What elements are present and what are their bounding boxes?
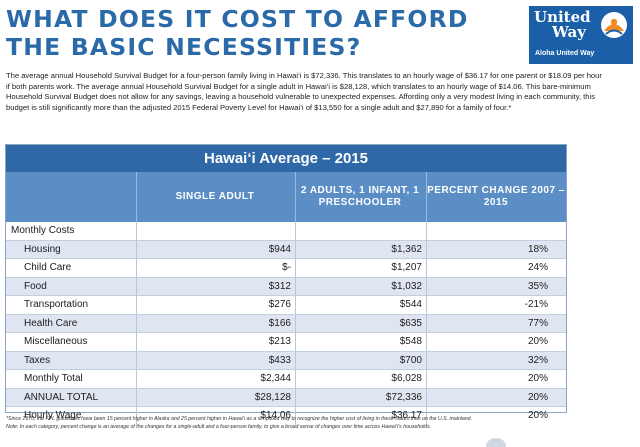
family-value: $36.17 (295, 407, 426, 426)
table-row: Monthly Total $2,344 $6,028 20% (6, 369, 566, 388)
family-value: $1,207 (295, 259, 426, 277)
budget-table: Hawai‘i Average – 2015 SINGLE ADULT 2 AD… (5, 144, 567, 426)
percent-change-value: 77% (426, 314, 566, 333)
table-row: Health Care $166 $635 77% (6, 313, 566, 333)
row-label: Food (24, 280, 47, 292)
united-way-hand-logo-icon (601, 12, 627, 38)
family-value: $72,336 (295, 388, 426, 407)
logo-name-line-2: Way (552, 23, 586, 41)
table-row: Food $312 $1,032 35% (6, 276, 566, 296)
table-row: Taxes $433 $700 32% (6, 350, 566, 370)
percent-change-value: 20% (426, 407, 566, 426)
page-title: WHAT DOES IT COST TO AFFORD THE BASIC NE… (6, 5, 469, 61)
table-row: Housing $944 $1,362 18% (6, 239, 566, 259)
table-row: Hourly Wage $14.06 $36.17 20% (6, 406, 566, 426)
title-line-2: THE BASIC NECESSITIES? (6, 33, 362, 61)
column-header-percent-change: PERCENT CHANGE 2007 – 2015 (427, 185, 565, 208)
family-value: $6,028 (295, 370, 426, 388)
footnotes: *Since 1970, the FPL guidelines have bee… (6, 415, 626, 431)
percent-change-value: 24% (426, 259, 566, 277)
logo-name-line-1: United (534, 8, 591, 26)
table-row: Miscellaneous $213 $548 20% (6, 332, 566, 351)
family-value: $635 (295, 314, 426, 333)
single-adult-value: $2,344 (136, 370, 295, 388)
row-label: Health Care (24, 317, 78, 329)
footnote-fpl: *Since 1970, the FPL guidelines have bee… (6, 416, 473, 422)
percent-change-value: 20% (426, 388, 566, 407)
single-adult-value: $28,128 (136, 388, 295, 407)
family-value: $1,032 (295, 277, 426, 296)
seal-icon (486, 438, 506, 447)
single-adult-value: $276 (136, 296, 295, 314)
row-label: Miscellaneous (24, 336, 88, 348)
table-body: Monthly Costs Housing $944 $1,362 18% Ch… (6, 222, 566, 426)
row-label: Housing (24, 243, 61, 255)
single-adult-value: $312 (136, 277, 295, 296)
table-row: Transportation $276 $544 -21% (6, 295, 566, 314)
column-header-family: 2 ADULTS, 1 INFANT, 1 PRESCHOOLER (300, 185, 420, 208)
title-line-1: WHAT DOES IT COST TO AFFORD (6, 5, 469, 33)
family-value: $544 (295, 296, 426, 314)
table-header-row: SINGLE ADULT 2 ADULTS, 1 INFANT, 1 PRESC… (6, 172, 566, 222)
family-value: $548 (295, 333, 426, 351)
single-adult-value: $14.06 (136, 407, 295, 426)
single-adult-value: $213 (136, 333, 295, 351)
row-label: Transportation (24, 299, 89, 311)
percent-change-value: 32% (426, 351, 566, 370)
percent-change-value: 20% (426, 333, 566, 351)
column-header-single-adult: SINGLE ADULT (175, 191, 255, 202)
single-adult-value: $433 (136, 351, 295, 370)
logo-name: United Way (534, 10, 591, 40)
single-adult-value: $944 (136, 240, 295, 259)
footnote-note: Note: In each category, percent change i… (6, 424, 432, 430)
table-title: Hawai‘i Average – 2015 (6, 145, 566, 172)
family-value: $1,362 (295, 240, 426, 259)
table-row: Child Care $- $1,207 24% (6, 258, 566, 277)
section-row-monthly-costs: Monthly Costs (6, 222, 566, 240)
single-adult-value: $- (136, 259, 295, 277)
percent-change-value: -21% (426, 296, 566, 314)
row-label: Hourly Wage (24, 410, 82, 422)
percent-change-value: 18% (426, 240, 566, 259)
section-label: Monthly Costs (11, 225, 75, 236)
intro-paragraph: The average annual Household Survival Bu… (6, 71, 602, 112)
row-label: Monthly Total (24, 373, 83, 385)
percent-change-value: 35% (426, 277, 566, 296)
family-value: $700 (295, 351, 426, 370)
united-way-logo: United Way Aloha United Way (529, 6, 633, 64)
row-label: Taxes (24, 354, 51, 366)
row-label: Child Care (24, 262, 72, 274)
logo-subtitle: Aloha United Way (535, 50, 595, 57)
row-label: ANNUAL TOTAL (24, 391, 99, 403)
table-row: ANNUAL TOTAL $28,128 $72,336 20% (6, 387, 566, 407)
single-adult-value: $166 (136, 314, 295, 333)
percent-change-value: 20% (426, 370, 566, 388)
